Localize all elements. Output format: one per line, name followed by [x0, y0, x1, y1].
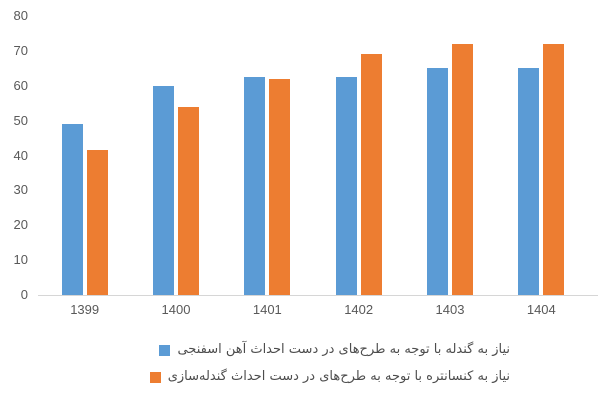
bar-pellet-need-1403[interactable] — [426, 68, 448, 295]
x-axis: 1399 1400 1401 1402 1403 1404 — [39, 302, 587, 317]
legend-entry-concentrate-need[interactable]: نیاز به کنسانتره با توجه به طرح‌های در د… — [149, 368, 510, 386]
bar-pellet-need-1404[interactable] — [518, 68, 540, 295]
legend-marker-blue-icon — [159, 344, 171, 356]
bar-group-1399 — [39, 16, 130, 295]
bar-group-1404 — [496, 16, 587, 295]
y-tick-label: 40 — [13, 147, 28, 163]
legend: نیاز به گندله با توجه به طرح‌های در دست … — [0, 341, 510, 386]
y-tick-label: 10 — [13, 252, 28, 268]
bar-concentrate-need-1399[interactable] — [86, 150, 108, 295]
plot-area — [38, 16, 598, 296]
x-tick-label: 1401 — [252, 302, 282, 317]
y-tick-label: 50 — [13, 112, 28, 128]
bar-concentrate-need-1404[interactable] — [543, 43, 565, 295]
y-tick-label: 20 — [13, 217, 28, 233]
x-tick-label: 1403 — [435, 302, 465, 317]
bar-pellet-need-1399[interactable] — [61, 124, 83, 295]
x-tick-label: 1404 — [526, 302, 556, 317]
y-tick-label: 30 — [13, 182, 28, 198]
y-tick-label: 80 — [13, 8, 28, 23]
y-tick-label: 0 — [20, 287, 28, 302]
bar-concentrate-need-1402[interactable] — [360, 54, 382, 295]
y-tick-label: 70 — [13, 42, 28, 58]
bar-concentrate-need-1401[interactable] — [269, 78, 291, 295]
bar-concentrate-need-1403[interactable] — [451, 43, 473, 295]
legend-marker-orange-icon — [149, 371, 161, 383]
x-tick-label: 1402 — [344, 302, 374, 317]
legend-label-pellet-need: نیاز به گندله با توجه به طرح‌های در دست … — [177, 342, 510, 357]
x-tick-label: 1399 — [70, 302, 100, 317]
bar-group-1401 — [222, 16, 313, 295]
legend-label-concentrate-need: نیاز به کنسانتره با توجه به طرح‌های در د… — [167, 369, 510, 384]
bar-concentrate-need-1400[interactable] — [177, 106, 199, 295]
plot-bars — [39, 16, 587, 295]
bar-group-1402 — [313, 16, 404, 295]
bar-pellet-need-1401[interactable] — [244, 77, 266, 295]
x-tick-label: 1400 — [161, 302, 191, 317]
bar-pellet-need-1400[interactable] — [152, 85, 174, 295]
legend-entry-pellet-need[interactable]: نیاز به گندله با توجه به طرح‌های در دست … — [159, 341, 510, 359]
bar-group-1403 — [404, 16, 495, 295]
bar-group-1400 — [130, 16, 221, 295]
bar-pellet-need-1402[interactable] — [335, 77, 357, 295]
y-tick-label: 60 — [13, 77, 28, 93]
